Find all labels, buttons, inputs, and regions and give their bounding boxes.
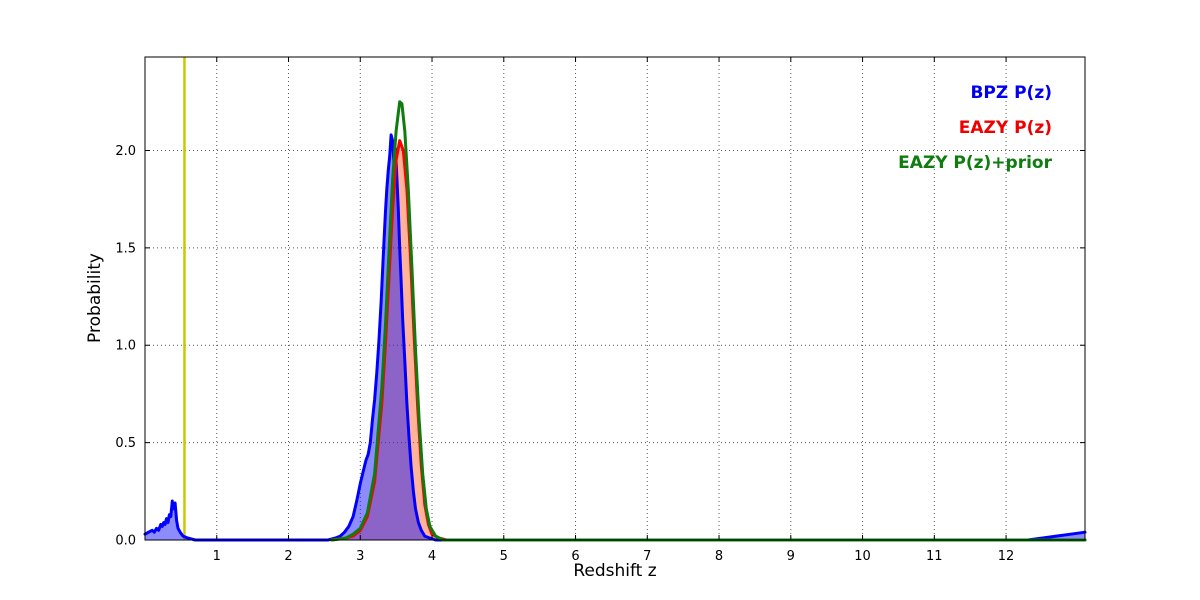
legend-item-eazy-prior: EAZY P(z)+prior <box>898 153 1052 173</box>
x-tick-label: 5 <box>500 549 508 564</box>
y-tick-label: 1.0 <box>115 339 136 354</box>
y-tick-label: 1.5 <box>115 241 136 256</box>
x-tick-label: 4 <box>428 549 436 564</box>
x-tick-label: 12 <box>998 549 1015 564</box>
y-tick-label: 2.0 <box>115 144 136 159</box>
x-tick-label: 2 <box>284 549 292 564</box>
line-eazy_prior <box>330 100 1087 542</box>
legend-item-eazy: EAZY P(z) <box>958 118 1052 138</box>
legend: BPZ P(z) EAZY P(z) EAZY P(z)+prior <box>898 76 1052 181</box>
y-tick-label: 0.5 <box>115 436 136 451</box>
legend-item-bpz: BPZ P(z) <box>970 83 1052 103</box>
line-bpz <box>143 133 1087 542</box>
area-bpz <box>145 134 1085 540</box>
x-tick-label: 1 <box>213 549 221 564</box>
y-tick-label: 0.0 <box>115 534 136 549</box>
x-tick-label: 9 <box>787 549 795 564</box>
x-tick-label: 10 <box>854 549 871 564</box>
y-axis-label: Probability <box>85 253 105 343</box>
line-eazy <box>330 139 1087 542</box>
x-tick-label: 11 <box>926 549 943 564</box>
x-tick-label: 3 <box>356 549 364 564</box>
x-tick-label: 7 <box>643 549 651 564</box>
x-tick-label: 6 <box>571 549 579 564</box>
area-eazy <box>331 140 1086 540</box>
x-tick-label: 8 <box>715 549 723 564</box>
x-axis-label: Redshift z <box>573 561 657 581</box>
plot-frame <box>144 56 1086 541</box>
